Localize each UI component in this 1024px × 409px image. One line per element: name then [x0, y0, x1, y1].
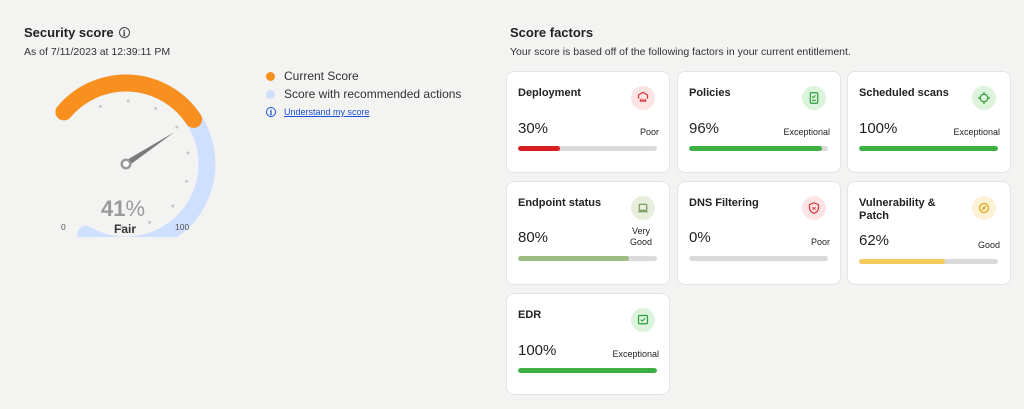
score-progress-fill	[859, 259, 946, 264]
deployment-icon	[631, 86, 655, 110]
legend-recommended-label: Score with recommended actions	[284, 87, 462, 101]
security-score-title: Security score i	[24, 25, 130, 40]
score-factor-card[interactable]: EDR 100% Exceptional	[506, 293, 670, 395]
gauge-tick	[185, 179, 189, 183]
card-rating: Very Good	[629, 226, 653, 247]
card-percent: 100%	[859, 120, 898, 137]
score-progress-fill	[518, 256, 630, 261]
gauge-needle-hub-center	[123, 161, 129, 167]
info-icon: i	[266, 107, 276, 117]
card-rating: Poor	[810, 237, 830, 247]
card-percent: 30%	[518, 120, 549, 137]
card-title: Endpoint status	[518, 197, 602, 209]
card-rating: Exceptional	[612, 349, 659, 359]
card-percent: 0%	[689, 229, 711, 246]
legend-recommended-score: Score with recommended actions	[266, 85, 461, 103]
card-title: Policies	[689, 87, 731, 99]
gauge-tick	[148, 220, 152, 224]
edr-monitor-icon	[631, 308, 655, 332]
legend-current-label: Current Score	[284, 69, 359, 83]
laptop-icon	[631, 196, 655, 220]
shield-icon	[802, 196, 826, 220]
score-progress-bar	[859, 146, 998, 151]
score-factors-subtitle: Your score is based off of the following…	[510, 46, 851, 58]
card-title: Vulnerability & Patch	[859, 197, 936, 222]
gauge-tick	[126, 99, 130, 103]
card-percent: 62%	[859, 232, 890, 249]
score-progress-bar	[859, 259, 998, 264]
current-score-arc	[55, 74, 203, 128]
score-progress-fill	[518, 368, 657, 373]
card-rating: Good	[977, 240, 1000, 250]
score-progress-bar	[518, 256, 657, 261]
score-progress-fill	[518, 146, 560, 151]
score-progress-bar	[518, 368, 657, 373]
orange-dot-icon	[266, 71, 275, 81]
card-percent: 96%	[689, 120, 720, 137]
card-title: Scheduled scans	[859, 87, 949, 99]
score-progress-fill	[859, 146, 998, 151]
gauge-min-label: 0	[61, 222, 66, 232]
gauge-tick	[171, 204, 175, 208]
gauge-tick	[98, 104, 102, 108]
score-progress-bar	[689, 256, 828, 261]
bandage-icon	[972, 196, 996, 220]
gauge-percent: 41%	[101, 196, 145, 222]
score-factors-title: Score factors	[510, 25, 594, 40]
score-progress-bar	[689, 146, 828, 151]
gauge-tick	[186, 151, 190, 155]
card-title: EDR	[518, 309, 542, 321]
card-rating: Poor	[639, 127, 659, 137]
legend-current-score: Current Score	[266, 67, 461, 85]
policy-document-icon	[802, 86, 826, 110]
gauge-tick	[120, 225, 124, 229]
gauge-rating: Fair	[114, 222, 137, 236]
understand-score-link-label[interactable]: Understand my score	[284, 107, 370, 117]
score-timestamp: As of 7/11/2023 at 12:39:11 PM	[24, 46, 171, 58]
gauge-tick	[175, 125, 179, 129]
card-rating: Exceptional	[783, 127, 830, 137]
understand-score-link[interactable]: i Understand my score	[266, 107, 461, 117]
gauge-legend: Current Score Score with recommended act…	[266, 67, 461, 117]
gauge-percent-value: 41	[101, 196, 126, 221]
gauge-needle	[124, 132, 175, 167]
gauge-max-label: 100	[175, 222, 190, 232]
blue-dot-icon	[266, 89, 275, 99]
info-icon[interactable]: i	[118, 27, 130, 38]
card-title: DNS Filtering	[689, 197, 759, 209]
score-factor-card[interactable]: Deployment 30% Poor	[506, 71, 670, 173]
card-rating: Exceptional	[953, 127, 1000, 137]
scan-target-icon	[972, 86, 996, 110]
card-percent: 100%	[518, 342, 557, 359]
score-factor-card[interactable]: Scheduled scans 100% Exceptional	[847, 71, 1011, 173]
card-percent: 80%	[518, 229, 549, 246]
security-score-gauge	[55, 74, 216, 237]
gauge-tick	[154, 106, 158, 110]
score-progress-bar	[518, 146, 657, 151]
card-title: Deployment	[518, 87, 581, 99]
score-factor-card[interactable]: DNS Filtering 0% Poor	[677, 181, 841, 285]
score-progress-fill	[689, 146, 823, 151]
gauge-percent-sign: %	[125, 196, 146, 221]
score-factor-card[interactable]: Endpoint status 80% Very Good	[506, 181, 670, 285]
score-factor-card[interactable]: Vulnerability & Patch 62% Good	[847, 181, 1011, 285]
score-factor-card[interactable]: Policies 96% Exceptional	[677, 71, 841, 173]
security-score-label: Security score	[24, 25, 114, 40]
